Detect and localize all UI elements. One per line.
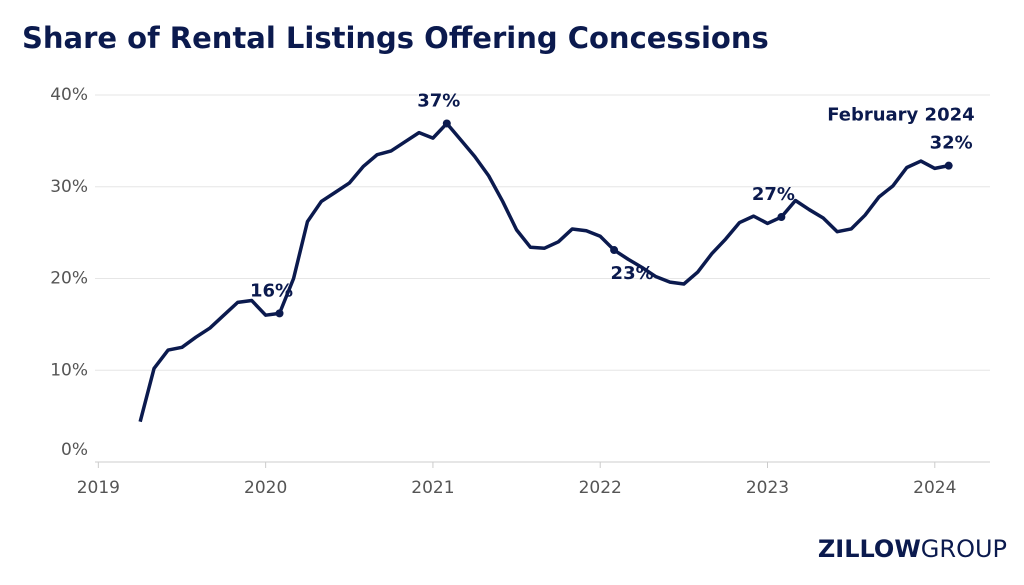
x-tick-label: 2023 — [746, 478, 789, 498]
data-label: 32% — [930, 133, 973, 154]
x-tick-label: 2021 — [411, 478, 454, 498]
y-tick-label: 20% — [50, 269, 88, 289]
data-label: 37% — [417, 90, 460, 111]
annotation: February 2024 — [827, 105, 974, 126]
data-label: 23% — [611, 263, 654, 284]
line — [138, 121, 950, 423]
point — [777, 213, 786, 222]
y-tick-label: 0% — [61, 440, 88, 460]
y-tick-label: 30% — [50, 177, 88, 197]
x-tick-label: 2019 — [77, 478, 120, 498]
x-tick-label: 2020 — [244, 478, 287, 498]
y-tick-label: 10% — [50, 360, 88, 380]
x-tick-label: 2024 — [913, 478, 956, 498]
x-tick-label: 2022 — [579, 478, 622, 498]
logo-light: GROUP — [921, 535, 1007, 563]
point — [442, 119, 451, 128]
logo-bold: ZILLOW — [818, 535, 921, 563]
data-label: 16% — [250, 280, 293, 301]
point — [610, 246, 619, 255]
chart-title: Share of Rental Listings Offering Conces… — [22, 21, 769, 55]
data-label: 27% — [752, 184, 795, 205]
logo: ZILLOWGROUP — [818, 535, 1007, 563]
point — [275, 309, 284, 318]
y-tick-label: 40% — [50, 85, 88, 105]
point — [944, 161, 953, 170]
